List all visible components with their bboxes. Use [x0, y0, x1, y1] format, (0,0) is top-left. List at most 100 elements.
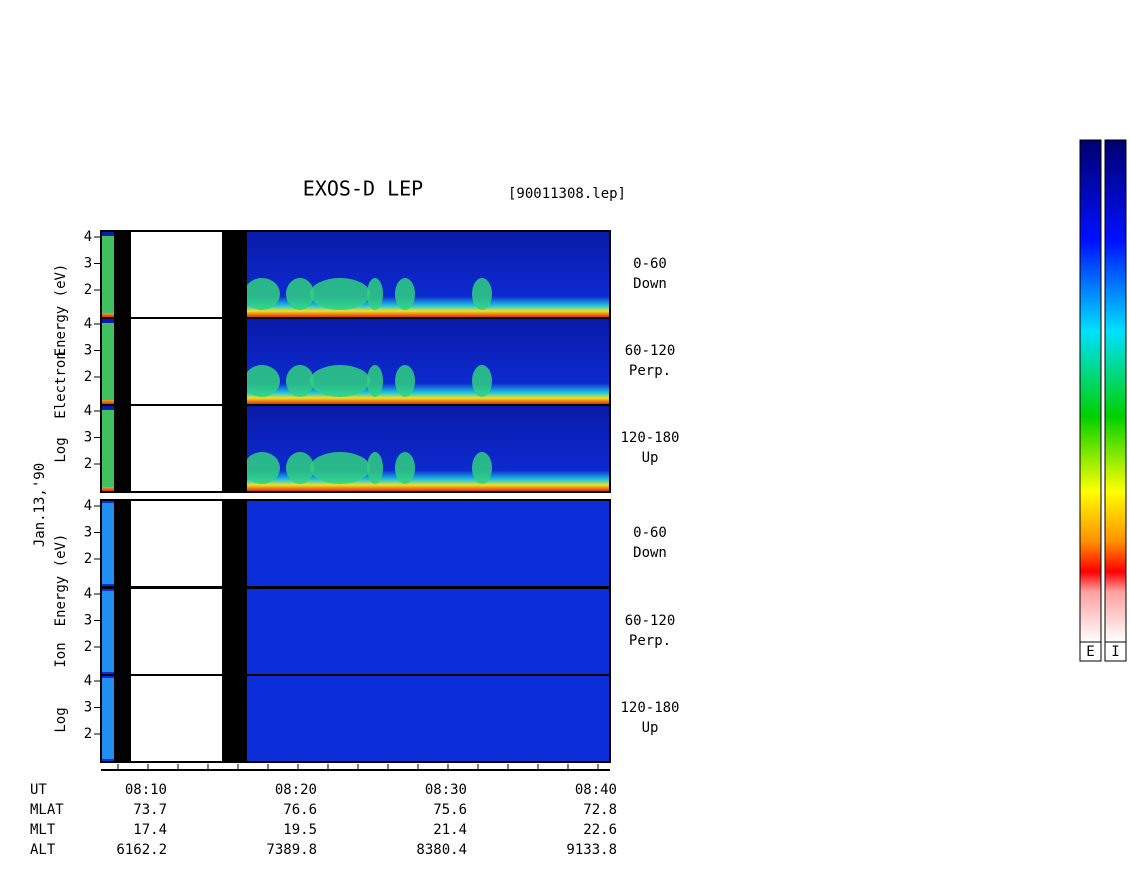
- flux-blob: [395, 278, 415, 310]
- data-gap: [114, 318, 131, 405]
- energy-tick-label: 3: [84, 525, 92, 541]
- angle-label: 60-120: [625, 613, 676, 629]
- data-gap: [131, 500, 222, 587]
- data-gap: [222, 405, 247, 492]
- flux-band: [102, 678, 114, 759]
- energy-tick-label: 4: [84, 586, 92, 602]
- row-label: ALT: [30, 842, 56, 858]
- data-gap: [131, 231, 222, 318]
- flux-blob: [367, 365, 383, 397]
- flux-blob: [286, 452, 314, 484]
- row-value: 17.4: [133, 822, 167, 838]
- energy-tick-label: 4: [84, 316, 92, 332]
- data-gap: [131, 318, 222, 405]
- axis-label: Log: [53, 437, 69, 462]
- flux-blob: [395, 452, 415, 484]
- direction-label: Down: [633, 276, 667, 292]
- flux-band: [102, 236, 114, 313]
- energy-tick-label: 3: [84, 256, 92, 272]
- flux-band: [102, 591, 114, 672]
- flux-blob: [244, 278, 280, 310]
- row-label: UT: [30, 782, 47, 798]
- file-name: [90011308.lep]: [508, 186, 626, 202]
- flux-blob: [310, 365, 370, 397]
- row-value: 21.4: [433, 822, 467, 838]
- energy-tick-label: 2: [84, 282, 92, 298]
- flux-band: [102, 410, 114, 487]
- direction-label: Up: [642, 450, 659, 466]
- data-gap: [222, 588, 247, 675]
- flux-blob: [472, 278, 492, 310]
- row-value: 08:10: [125, 782, 167, 798]
- data-gap: [114, 675, 131, 762]
- data-gap: [131, 588, 222, 675]
- data-gap: [114, 588, 131, 675]
- flux-blob: [286, 365, 314, 397]
- flux-blob: [310, 452, 370, 484]
- flux-blob: [244, 452, 280, 484]
- data-gap: [222, 231, 247, 318]
- row-value: 9133.8: [566, 842, 617, 858]
- energy-tick-label: 2: [84, 726, 92, 742]
- flux-blob: [367, 452, 383, 484]
- direction-label: Perp.: [629, 363, 671, 379]
- energy-tick-label: 4: [84, 403, 92, 419]
- flux-blob: [472, 452, 492, 484]
- row-value: 08:40: [575, 782, 617, 798]
- angle-label: 60-120: [625, 343, 676, 359]
- row-value: 75.6: [433, 802, 467, 818]
- angle-label: 0-60: [633, 256, 667, 272]
- data-gap: [114, 231, 131, 318]
- flux-blob: [244, 365, 280, 397]
- panel-frame: [100, 404, 611, 493]
- energy-tick-label: 2: [84, 551, 92, 567]
- angle-label: 120-180: [620, 430, 679, 446]
- direction-label: Perp.: [629, 633, 671, 649]
- energy-tick-label: 3: [84, 343, 92, 359]
- energy-tick-label: 4: [84, 673, 92, 689]
- energy-tick-label: 4: [84, 498, 92, 514]
- flux-blob: [472, 365, 492, 397]
- flux-band: [102, 503, 114, 584]
- energy-tick-label: 2: [84, 456, 92, 472]
- colorbars: [1079, 139, 1127, 662]
- flux-blob: [286, 278, 314, 310]
- data-gap: [222, 318, 247, 405]
- energy-tick-label: 2: [84, 639, 92, 655]
- row-value: 08:20: [275, 782, 317, 798]
- row-value: 6162.2: [116, 842, 167, 858]
- colorbar-label: I: [1111, 644, 1119, 660]
- panel-frame: [100, 674, 611, 763]
- axis-label: Electron: [53, 351, 69, 418]
- energy-tick-label: 4: [84, 229, 92, 245]
- row-value: 73.7: [133, 802, 167, 818]
- row-value: 76.6: [283, 802, 317, 818]
- row-value: 08:30: [425, 782, 467, 798]
- data-gap: [114, 500, 131, 587]
- data-gap: [222, 675, 247, 762]
- axis-label: Energy (eV): [53, 534, 69, 627]
- row-value: 72.8: [583, 802, 617, 818]
- row-label: MLAT: [30, 802, 64, 818]
- axis-label: Ion: [53, 642, 69, 667]
- flux-band: [102, 323, 114, 400]
- data-gap: [131, 675, 222, 762]
- row-value: 22.6: [583, 822, 617, 838]
- data-gap: [114, 405, 131, 492]
- direction-label: Down: [633, 545, 667, 561]
- colorbar-label: E: [1086, 644, 1094, 660]
- energy-tick-label: 3: [84, 700, 92, 716]
- energy-tick-label: 2: [84, 369, 92, 385]
- angle-label: 0-60: [633, 525, 667, 541]
- flux-blob: [367, 278, 383, 310]
- row-value: 7389.8: [266, 842, 317, 858]
- flux-blob: [395, 365, 415, 397]
- row-label: MLT: [30, 822, 56, 838]
- energy-tick-label: 3: [84, 613, 92, 629]
- axis-label: Log: [53, 707, 69, 732]
- date: Jan.13,'90: [32, 463, 48, 547]
- angle-label: 120-180: [620, 700, 679, 716]
- title: EXOS-D LEP: [303, 177, 423, 201]
- flux-blob: [310, 278, 370, 310]
- data-gap: [222, 500, 247, 587]
